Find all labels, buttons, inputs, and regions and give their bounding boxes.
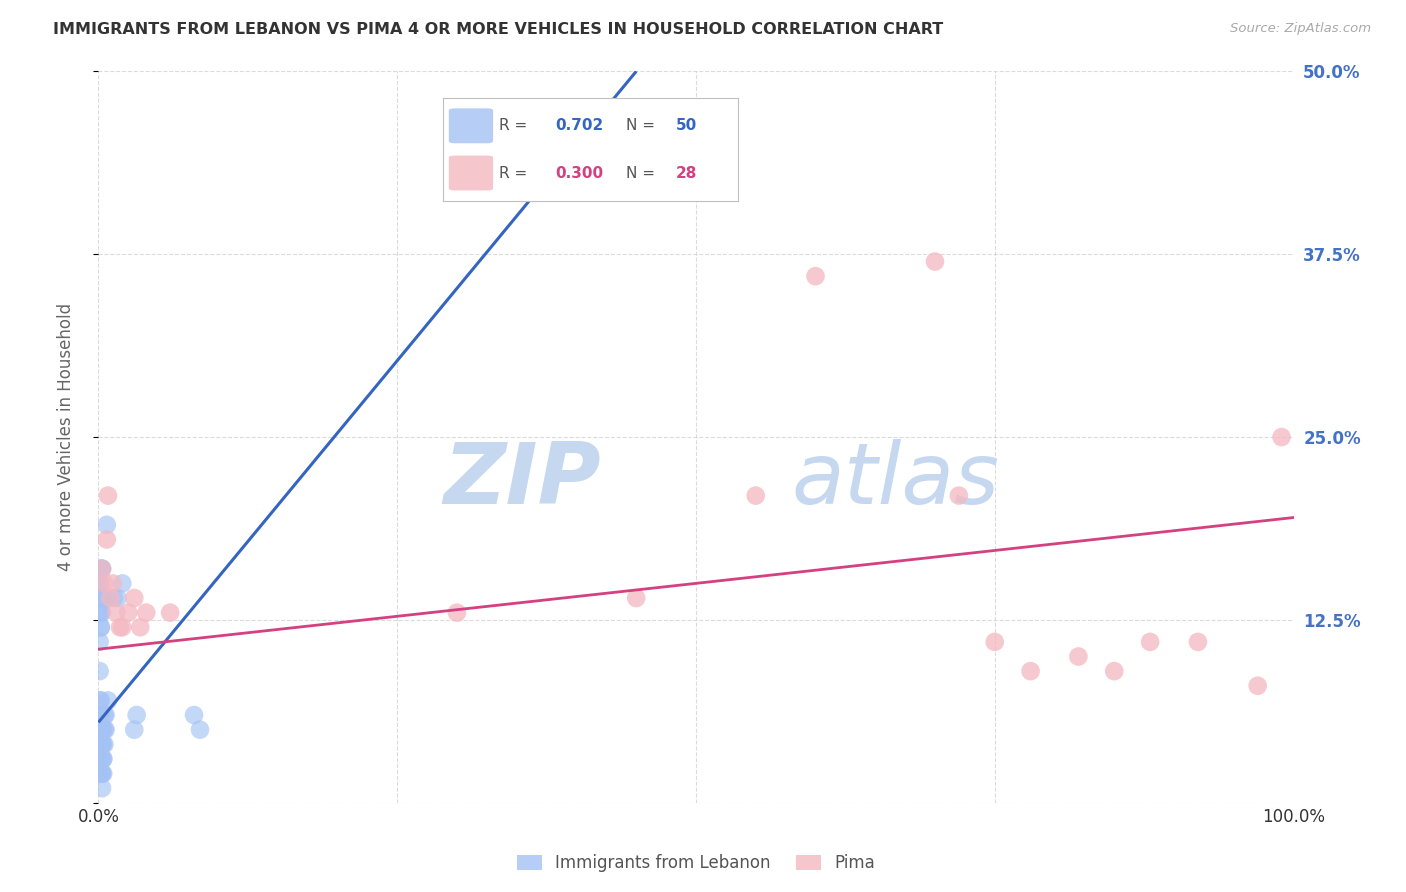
Point xyxy=(1019,664,1042,678)
Point xyxy=(91,766,114,780)
Point xyxy=(94,723,117,737)
Point xyxy=(984,635,1007,649)
Point xyxy=(135,606,157,620)
Point xyxy=(94,708,117,723)
Point xyxy=(90,693,112,707)
Point xyxy=(90,620,112,634)
Point xyxy=(97,489,120,503)
Point xyxy=(90,737,112,751)
Text: R =: R = xyxy=(499,166,527,180)
Point xyxy=(159,606,181,620)
Point xyxy=(91,766,114,780)
Point xyxy=(107,591,129,605)
Point xyxy=(91,752,114,766)
Point xyxy=(93,708,115,723)
Point xyxy=(90,562,112,576)
Y-axis label: 4 or more Vehicles in Household: 4 or more Vehicles in Household xyxy=(56,303,75,571)
Text: R =: R = xyxy=(499,119,527,133)
Point xyxy=(89,664,111,678)
Point xyxy=(91,752,114,766)
Point xyxy=(91,606,114,620)
Point xyxy=(98,591,122,605)
Text: 0.702: 0.702 xyxy=(555,119,603,133)
Point xyxy=(105,606,128,620)
Point xyxy=(90,620,112,634)
Point xyxy=(1067,649,1090,664)
Point xyxy=(89,576,111,591)
FancyBboxPatch shape xyxy=(449,155,494,190)
Point xyxy=(111,620,134,634)
Text: N =: N = xyxy=(626,119,655,133)
Text: 28: 28 xyxy=(676,166,697,180)
Point xyxy=(108,620,131,634)
Point xyxy=(91,781,114,796)
Point xyxy=(183,708,205,723)
FancyBboxPatch shape xyxy=(449,109,494,144)
Point xyxy=(446,606,468,620)
Point xyxy=(90,752,112,766)
Point xyxy=(91,562,114,576)
Text: 0.300: 0.300 xyxy=(555,166,603,180)
Point xyxy=(90,752,112,766)
Text: Source: ZipAtlas.com: Source: ZipAtlas.com xyxy=(1230,22,1371,36)
Point xyxy=(91,737,114,751)
Point xyxy=(96,533,118,547)
Point xyxy=(91,723,114,737)
Point xyxy=(91,766,114,780)
Point xyxy=(125,708,148,723)
Point xyxy=(124,591,146,605)
Point xyxy=(745,489,768,503)
Point xyxy=(89,752,111,766)
Point xyxy=(124,723,146,737)
Point xyxy=(96,591,118,605)
Point xyxy=(90,708,112,723)
Point xyxy=(91,723,114,737)
Point xyxy=(91,591,114,605)
Point xyxy=(89,693,111,707)
Point xyxy=(90,606,112,620)
Point xyxy=(93,737,115,751)
Point xyxy=(93,576,115,591)
Point xyxy=(89,606,111,620)
Point xyxy=(91,562,114,576)
Point xyxy=(91,737,114,751)
Point xyxy=(97,693,120,707)
Point xyxy=(111,576,134,591)
Point xyxy=(1246,679,1268,693)
Text: 50: 50 xyxy=(676,119,697,133)
Point xyxy=(91,752,114,766)
Point xyxy=(626,591,648,605)
Point xyxy=(91,737,114,751)
Point xyxy=(90,591,112,605)
Point xyxy=(96,517,118,532)
Point xyxy=(103,591,125,605)
Text: ZIP: ZIP xyxy=(443,440,600,523)
Point xyxy=(89,723,111,737)
Point xyxy=(188,723,211,737)
Point xyxy=(93,723,115,737)
Point xyxy=(1139,635,1161,649)
Point xyxy=(101,576,124,591)
Text: atlas: atlas xyxy=(792,440,1000,523)
Point xyxy=(91,562,114,576)
Point xyxy=(948,489,970,503)
Point xyxy=(89,576,111,591)
Point xyxy=(90,766,112,780)
Point xyxy=(924,254,946,268)
Text: IMMIGRANTS FROM LEBANON VS PIMA 4 OR MORE VEHICLES IN HOUSEHOLD CORRELATION CHAR: IMMIGRANTS FROM LEBANON VS PIMA 4 OR MOR… xyxy=(53,22,943,37)
Point xyxy=(117,606,139,620)
Point xyxy=(1271,430,1294,444)
Point xyxy=(1187,635,1209,649)
Point xyxy=(1102,664,1125,678)
Legend: Immigrants from Lebanon, Pima: Immigrants from Lebanon, Pima xyxy=(510,847,882,879)
Text: N =: N = xyxy=(626,166,655,180)
Point xyxy=(804,269,827,284)
Point xyxy=(89,635,111,649)
Point xyxy=(129,620,152,634)
